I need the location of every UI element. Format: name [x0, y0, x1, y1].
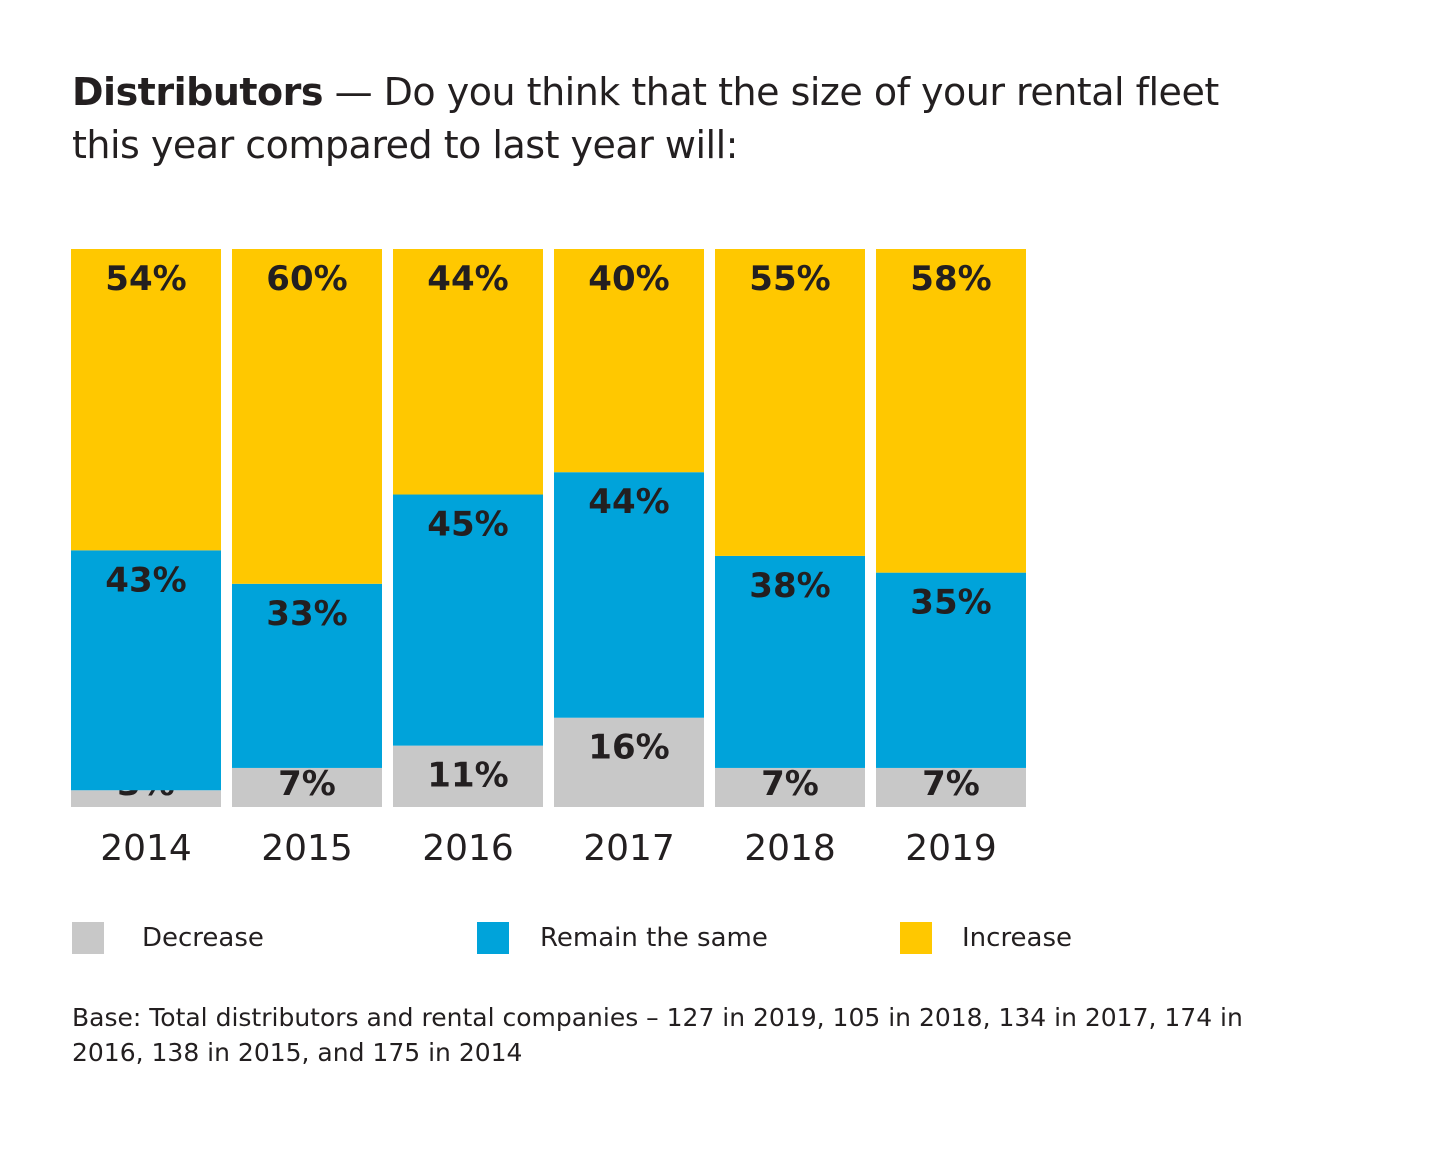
bar-segment-decrease: [71, 790, 221, 807]
data-label: 60%: [266, 259, 347, 299]
data-label: 7%: [761, 764, 819, 804]
legend-label: Increase: [962, 923, 1073, 953]
data-label: 7%: [922, 764, 980, 804]
data-label: 16%: [588, 728, 669, 768]
data-label: 44%: [427, 259, 508, 299]
title-rest: — Do you think that the size of your ren…: [72, 70, 1219, 167]
data-label: 44%: [588, 482, 669, 522]
data-label: 45%: [427, 505, 508, 545]
title-bold: Distributors: [72, 70, 324, 114]
bar-segment-remain-the-same: [393, 494, 543, 746]
chart-title: Distributors — Do you think that the siz…: [72, 66, 1272, 172]
legend-increase: Increase: [900, 922, 1072, 954]
legend-decrease: Decrease: [72, 922, 264, 954]
x-tick-label: 2016: [422, 828, 514, 869]
bar-segment-remain-the-same: [71, 550, 221, 791]
legend-label: Decrease: [142, 923, 264, 953]
bar-segment-decrease: [715, 767, 865, 807]
data-label: 11%: [427, 756, 508, 796]
x-tick-label: 2019: [905, 828, 997, 869]
x-tick-label: 2018: [744, 828, 836, 869]
x-tick-label: 2014: [100, 828, 192, 869]
bar-segment-decrease: [876, 767, 1026, 807]
legend-swatch-increase: [900, 922, 932, 954]
x-tick-label: 2015: [261, 828, 353, 869]
bar-segment-remain-the-same: [715, 555, 865, 768]
data-label: 54%: [105, 259, 186, 299]
bar-segment-increase: [71, 249, 221, 551]
data-label: 58%: [910, 259, 991, 299]
base-note: Base: Total distributors and rental comp…: [72, 1003, 1243, 1067]
stacked-bar-chart: 3%43%54%20147%33%60%201511%45%44%201616%…: [71, 249, 1026, 869]
bar-segment-increase: [876, 249, 1026, 573]
data-label: 38%: [749, 566, 830, 606]
data-label: 33%: [266, 594, 347, 634]
bar-segment-remain-the-same: [554, 472, 704, 718]
data-label: 35%: [910, 583, 991, 623]
data-label: 7%: [278, 764, 336, 804]
bar-segment-increase: [393, 249, 543, 495]
bar-segment-decrease: [232, 767, 382, 807]
bar-segment-remain-the-same: [232, 583, 382, 768]
bar-segment-increase: [232, 249, 382, 584]
legend-label: Remain the same: [540, 923, 768, 953]
x-tick-label: 2017: [583, 828, 675, 869]
bar-segment-remain-the-same: [876, 572, 1026, 768]
bar-segment-decrease: [393, 745, 543, 807]
data-label: 43%: [105, 560, 186, 600]
data-label: 40%: [588, 259, 669, 299]
bar-segment-increase: [554, 249, 704, 473]
bar-segment-decrease: [554, 717, 704, 807]
legend-remain: Remain the same: [477, 922, 768, 954]
data-label: 55%: [749, 259, 830, 299]
legend-swatch-remain: [477, 922, 509, 954]
legend-swatch-decrease: [72, 922, 104, 954]
bar-segment-increase: [715, 249, 865, 556]
